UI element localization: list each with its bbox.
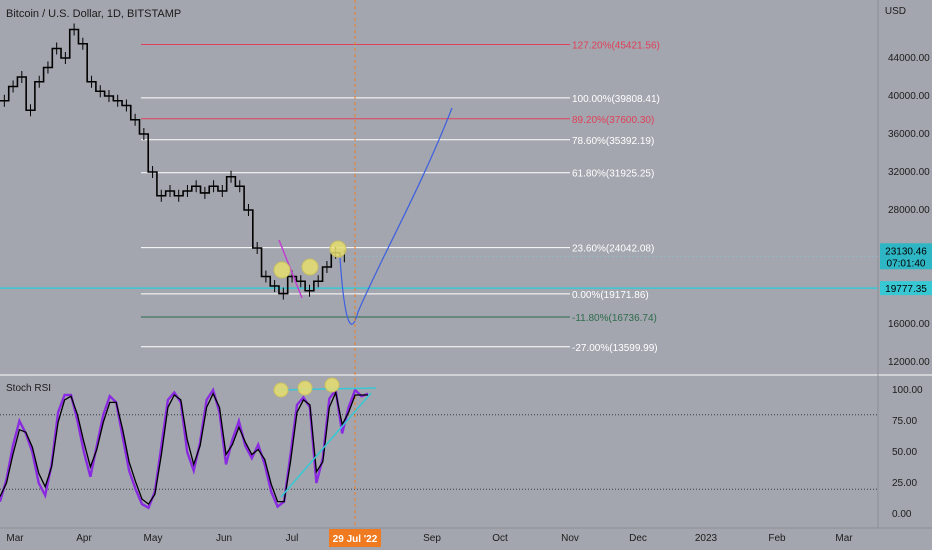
price-tick-label: 16000.00 xyxy=(888,319,930,330)
currency-label: USD xyxy=(884,6,906,17)
fib-level-label: 89.20%(37600.30) xyxy=(572,115,654,126)
time-tick-label: Oct xyxy=(492,533,508,544)
highlight-circle xyxy=(273,261,291,279)
time-tick-label: Feb xyxy=(768,533,786,544)
highlight-circle xyxy=(329,240,347,258)
date-marker-label: 29 Jul '22 xyxy=(333,534,378,545)
trend-stroke xyxy=(278,239,303,299)
support-price-badge xyxy=(880,281,932,296)
fib-level-label: 127.20%(45421.56) xyxy=(572,40,660,51)
stoch-d-line xyxy=(0,390,368,506)
stoch-tick-label: 50.00 xyxy=(892,447,917,458)
countdown-value: 07:01:40 xyxy=(887,258,926,269)
date-marker-badge xyxy=(329,529,381,547)
time-tick-label: Jun xyxy=(216,533,232,544)
support-price-value: 19777.35 xyxy=(885,284,927,295)
highlight-circle xyxy=(301,258,319,276)
fib-level-label: -11.80%(16736.74) xyxy=(572,313,657,324)
stoch-tick-label: 75.00 xyxy=(892,416,917,427)
time-tick-label: Sep xyxy=(423,533,441,544)
price-tick-label: 32000.00 xyxy=(888,167,930,178)
highlight-circle xyxy=(324,377,340,393)
price-tick-label: 36000.00 xyxy=(888,129,930,140)
current-price-badge xyxy=(880,243,932,270)
price-series xyxy=(0,28,341,295)
highlight-circle xyxy=(273,382,289,398)
fib-level-label: 100.00%(39808.41) xyxy=(572,94,660,105)
time-tick-label: Mar xyxy=(6,533,24,544)
stoch-rising-trendline xyxy=(280,392,372,498)
time-tick-label: 2023 xyxy=(695,533,718,544)
fib-level-label: 61.80%(31925.25) xyxy=(572,169,654,180)
projection-curve xyxy=(339,107,453,325)
time-tick-label: Jul xyxy=(286,533,299,544)
fib-level-label: 78.60%(35392.19) xyxy=(572,136,654,147)
time-tick-label: Mar xyxy=(835,533,853,544)
time-tick-label: May xyxy=(144,533,163,544)
price-tick-label: 12000.00 xyxy=(888,357,930,368)
stoch-tick-label: 25.00 xyxy=(892,478,917,489)
price-tick-label: 44000.00 xyxy=(888,53,930,64)
fib-level-label: 23.60%(24042.08) xyxy=(572,244,654,255)
fib-level-label: 0.00%(19171.86) xyxy=(572,290,649,301)
stoch-tick-label: 100.00 xyxy=(892,385,923,396)
stoch-rsi-title: Stoch RSI xyxy=(6,383,52,394)
highlight-circle xyxy=(297,380,313,396)
time-tick-label: Nov xyxy=(561,533,579,544)
stoch-k-line xyxy=(0,386,369,510)
price-tick-label: 40000.00 xyxy=(888,91,930,102)
time-tick-label: Dec xyxy=(629,533,647,544)
chart-title: Bitcoin / U.S. Dollar, 1D, BITSTAMP xyxy=(6,8,182,20)
stoch-tick-label: 0.00 xyxy=(892,509,912,520)
time-tick-label: Apr xyxy=(76,533,92,544)
fib-level-label: -27.00%(13599.99) xyxy=(572,343,658,354)
price-tick-label: 28000.00 xyxy=(888,205,930,216)
current-price-value: 23130.46 xyxy=(885,246,927,257)
